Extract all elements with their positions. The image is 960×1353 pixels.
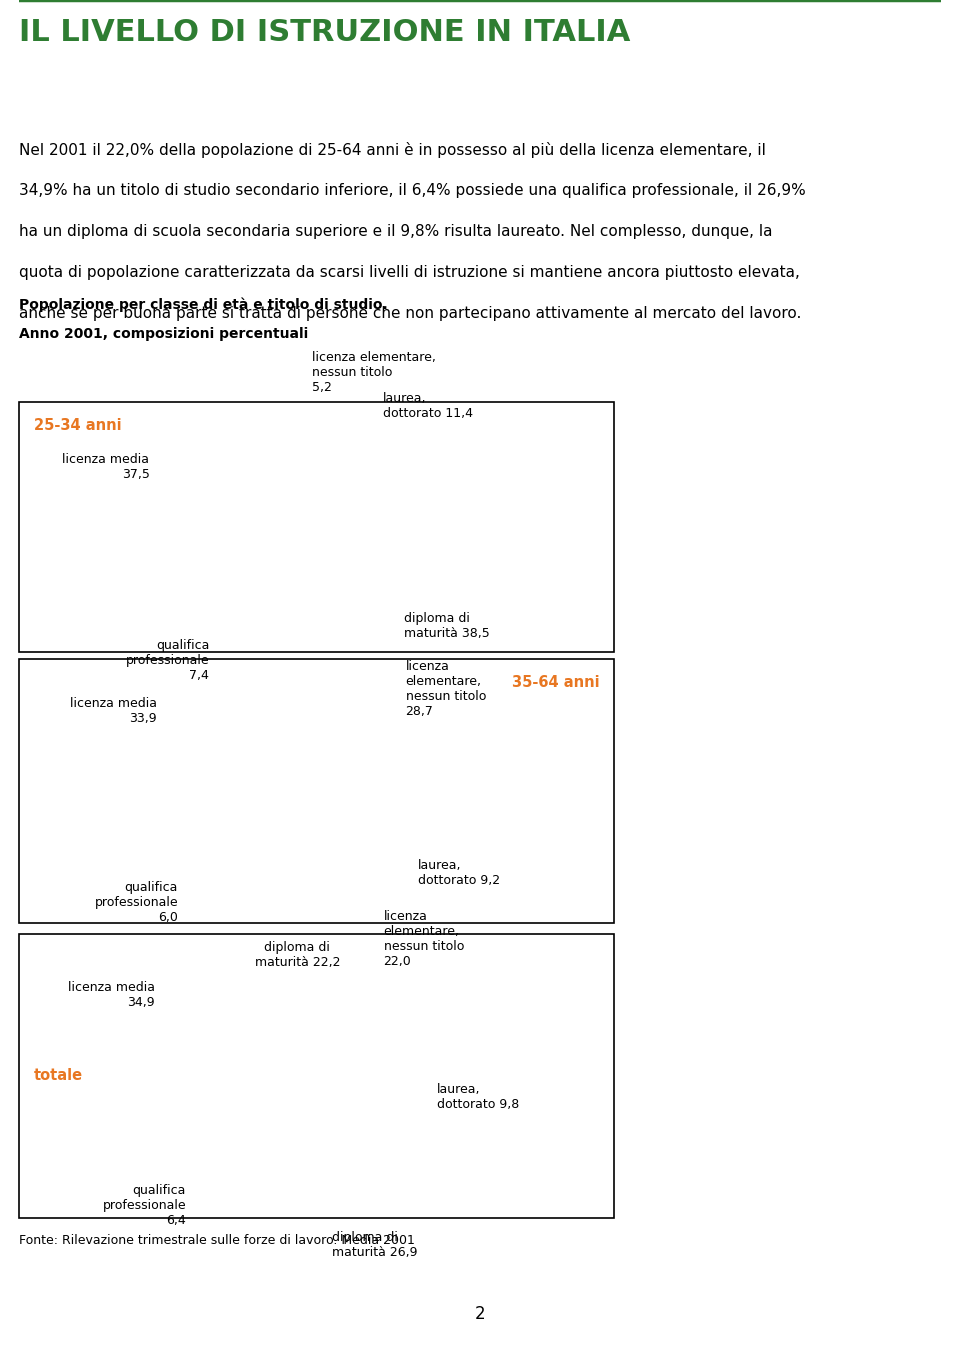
Text: licenza media
37,5: licenza media 37,5 — [62, 453, 150, 482]
Wedge shape — [182, 970, 288, 1137]
Wedge shape — [199, 790, 288, 875]
Text: laurea,
dottorato 11,4: laurea, dottorato 11,4 — [383, 392, 473, 419]
Wedge shape — [233, 1076, 384, 1181]
Text: 35-64 anni: 35-64 anni — [513, 675, 600, 690]
Text: licenza
elementare,
nessun titolo
28,7: licenza elementare, nessun titolo 28,7 — [406, 659, 486, 717]
Wedge shape — [203, 1076, 288, 1166]
Wedge shape — [254, 474, 394, 633]
Text: Nel 2001 il 22,0% della popolazione di 25-64 anni è in possesso al più della lic: Nel 2001 il 22,0% della popolazione di 2… — [19, 142, 766, 158]
Text: diploma di
maturità 38,5: diploma di maturità 38,5 — [404, 612, 491, 640]
Wedge shape — [288, 970, 392, 1076]
Text: licenza media
34,9: licenza media 34,9 — [67, 981, 155, 1008]
Text: IL LIVELLO DI ISTRUZIONE IN ITALIA: IL LIVELLO DI ISTRUZIONE IN ITALIA — [19, 18, 631, 47]
Text: Anno 2001, composizioni percentuali: Anno 2001, composizioni percentuali — [19, 327, 308, 341]
Text: quota di popolazione caratterizzata da scarsi livelli di istruzione si mantiene : quota di popolazione caratterizzata da s… — [19, 265, 800, 280]
Text: diploma di
maturità 26,9: diploma di maturità 26,9 — [332, 1231, 418, 1260]
Text: 2: 2 — [474, 1306, 486, 1323]
Wedge shape — [288, 1055, 394, 1119]
Wedge shape — [288, 421, 322, 528]
Text: diploma di
maturità 22,2: diploma di maturità 22,2 — [254, 942, 340, 969]
Text: licenza media
33,9: licenza media 33,9 — [70, 697, 156, 725]
Text: anche se per buona parte si tratta di persone che non partecipano attivamente al: anche se per buona parte si tratta di pe… — [19, 306, 802, 321]
Wedge shape — [182, 685, 288, 847]
Text: qualifica
professionale
7,4: qualifica professionale 7,4 — [126, 639, 209, 682]
Wedge shape — [182, 421, 288, 602]
Wedge shape — [226, 790, 361, 897]
Text: 34,9% ha un titolo di studio secondario inferiore, il 6,4% possiede una qualific: 34,9% ha un titolo di studio secondario … — [19, 183, 806, 198]
Text: Fonte: Rilevazione trimestrale sulle forze di lavoro. Media 2001: Fonte: Rilevazione trimestrale sulle for… — [19, 1234, 415, 1247]
Text: 25-34 anni: 25-34 anni — [34, 418, 121, 433]
Text: Popolazione per classe di età e titolo di studio.: Popolazione per classe di età e titolo d… — [19, 298, 388, 313]
Wedge shape — [288, 685, 394, 815]
Text: licenza
elementare,
nessun titolo
22,0: licenza elementare, nessun titolo 22,0 — [384, 909, 464, 967]
Text: qualifica
professionale
6,4: qualifica professionale 6,4 — [103, 1184, 186, 1227]
Text: qualifica
professionale
6,0: qualifica professionale 6,0 — [94, 881, 178, 924]
Wedge shape — [288, 790, 391, 867]
Text: totale: totale — [34, 1068, 83, 1084]
Text: licenza elementare,
nessun titolo
5,2: licenza elementare, nessun titolo 5,2 — [312, 352, 436, 394]
Wedge shape — [213, 528, 288, 628]
Text: ha un diploma di scuola secondaria superiore e il 9,8% risulta laureato. Nel com: ha un diploma di scuola secondaria super… — [19, 223, 773, 239]
Wedge shape — [288, 428, 379, 528]
Text: laurea,
dottorato 9,8: laurea, dottorato 9,8 — [437, 1082, 519, 1111]
Text: laurea,
dottorato 9,2: laurea, dottorato 9,2 — [418, 859, 500, 888]
